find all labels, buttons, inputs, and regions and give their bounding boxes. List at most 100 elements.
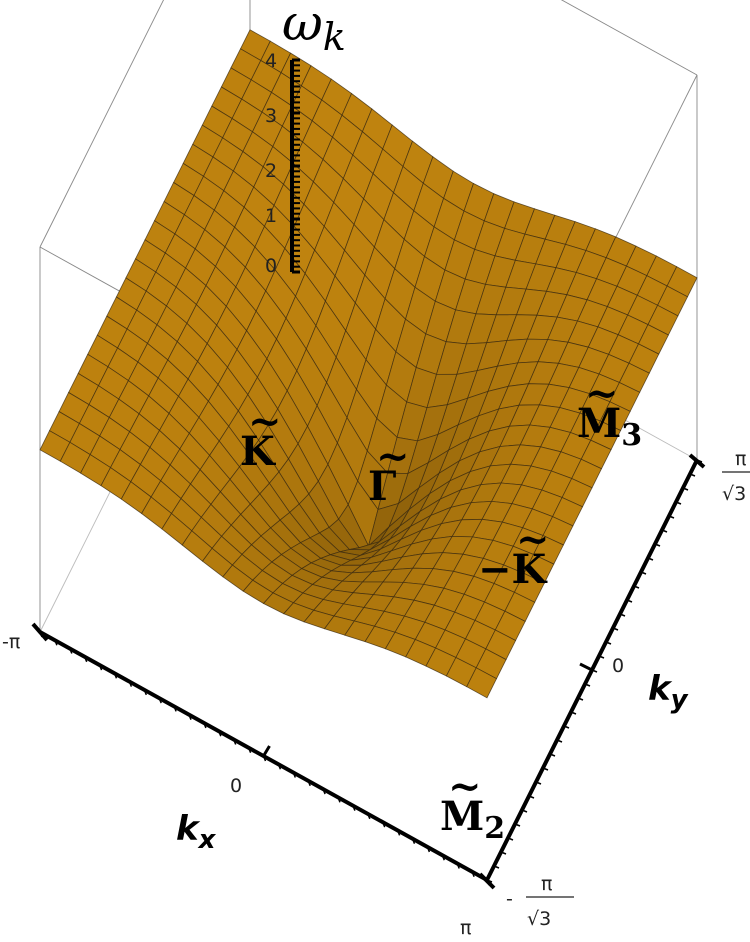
y-tick-label-min: - π √3 <box>506 873 574 930</box>
svg-text:√3: √3 <box>527 908 551 930</box>
ky-minor-tick <box>619 613 626 617</box>
tilde-mark: ~ <box>585 370 619 417</box>
kx-minor-tick <box>218 730 222 737</box>
ky-minor-tick <box>535 781 542 785</box>
ky-axis-cap <box>688 453 706 469</box>
kx-minor-tick <box>382 821 386 828</box>
ky-minor-tick <box>549 753 556 757</box>
ky-major-tick <box>579 662 593 672</box>
kx-minor-tick <box>158 697 162 704</box>
special-point-m3: M3 <box>577 400 642 453</box>
ky-minor-tick <box>689 473 696 477</box>
kx-minor-tick <box>322 788 326 795</box>
z-tick-label: 2 <box>265 160 277 182</box>
ky-minor-tick <box>640 571 647 575</box>
tilde-mark: ~ <box>248 398 282 445</box>
kx-minor-tick <box>69 648 73 654</box>
kx-minor-tick <box>337 797 341 803</box>
kx-minor-tick <box>98 664 103 671</box>
kx-minor-tick <box>367 813 371 820</box>
ky-minor-tick <box>675 501 682 505</box>
kx-minor-tick <box>54 639 58 646</box>
kx-minor-tick <box>292 772 296 778</box>
ky-minor-tick <box>514 823 521 827</box>
kx-major-tick <box>262 745 271 757</box>
special-point-minus-k: −K <box>478 546 548 593</box>
kx-minor-tick <box>188 714 192 720</box>
kx-minor-tick <box>173 706 177 712</box>
kx-minor-tick <box>277 763 282 770</box>
ky-minor-tick <box>598 655 605 659</box>
ky-minor-tick <box>486 879 493 883</box>
kx-minor-tick <box>84 656 88 663</box>
x-tick-label: 0 <box>230 775 242 797</box>
y-tick-label: 0 <box>612 655 624 677</box>
ky-minor-tick <box>542 767 549 771</box>
ky-minor-tick <box>668 515 675 519</box>
kx-minor-tick <box>247 747 252 754</box>
z-axis-label: ωk <box>282 0 346 59</box>
special-point-gamma: Γ <box>368 463 396 510</box>
kx-minor-tick <box>441 854 445 861</box>
ky-minor-tick <box>612 627 619 631</box>
svg-text:π: π <box>735 448 746 470</box>
ky-minor-tick <box>577 697 584 701</box>
ky-minor-tick <box>563 725 570 729</box>
ky-minor-tick <box>647 557 654 561</box>
tilde-mark: ~ <box>448 763 482 810</box>
special-point-m2: M2 <box>440 793 505 846</box>
ky-minor-tick <box>507 837 514 841</box>
ky-minor-tick <box>605 641 612 645</box>
ky-minor-tick <box>626 599 633 603</box>
surface-patch <box>466 667 498 699</box>
kx-minor-tick <box>233 739 237 745</box>
y-axis-label: ky <box>648 669 689 715</box>
svg-text:π: π <box>541 873 552 895</box>
special-point-labels: K~Γ~−K~M3~M2~ <box>240 370 642 846</box>
kx-minor-tick <box>203 722 207 729</box>
box-edge <box>39 0 165 248</box>
ky-minor-tick <box>556 739 563 743</box>
y-tick-label-max: π √3 <box>722 448 750 505</box>
ky-minor-tick <box>584 683 591 687</box>
tilde-mark: ~ <box>516 516 550 563</box>
x-tick-label: π <box>460 917 471 939</box>
tilde-mark: ~ <box>376 433 410 480</box>
kx-minor-tick <box>262 755 267 762</box>
ky-minor-tick <box>696 459 703 463</box>
kx-minor-tick <box>426 846 431 853</box>
ky-minor-tick <box>500 851 507 855</box>
kx-minor-tick <box>396 830 401 836</box>
z-tick-label: 1 <box>265 205 277 227</box>
kx-minor-tick <box>471 871 475 878</box>
box-edge <box>560 0 698 76</box>
axes <box>31 58 706 890</box>
surface-mesh <box>39 29 698 699</box>
special-point-k: K <box>240 428 276 475</box>
ky-minor-tick <box>493 865 500 869</box>
ky-minor-tick <box>654 543 661 547</box>
svg-text:-: - <box>506 888 513 910</box>
kx-minor-tick <box>307 780 311 787</box>
ky-minor-tick <box>661 529 668 533</box>
kx-minor-tick <box>352 805 356 811</box>
kx-minor-tick <box>113 673 118 679</box>
x-axis-label: kx <box>176 809 217 855</box>
ky-minor-tick <box>528 795 535 799</box>
ky-minor-tick <box>633 585 640 589</box>
z-tick-label: 3 <box>265 105 277 127</box>
z-tick-label: 4 <box>265 50 277 72</box>
kx-minor-tick <box>411 838 416 844</box>
svg-text:√3: √3 <box>722 483 746 505</box>
ky-minor-tick <box>682 487 689 491</box>
kx-minor-tick <box>128 681 133 687</box>
ky-minor-tick <box>591 669 598 673</box>
x-tick-label: -π <box>2 631 20 653</box>
kx-minor-tick <box>39 631 43 638</box>
kx-minor-tick <box>456 863 460 869</box>
ky-minor-tick <box>521 809 528 813</box>
z-tick-label: 0 <box>265 255 277 277</box>
ky-minor-tick <box>570 711 577 715</box>
kx-minor-tick <box>143 689 147 696</box>
